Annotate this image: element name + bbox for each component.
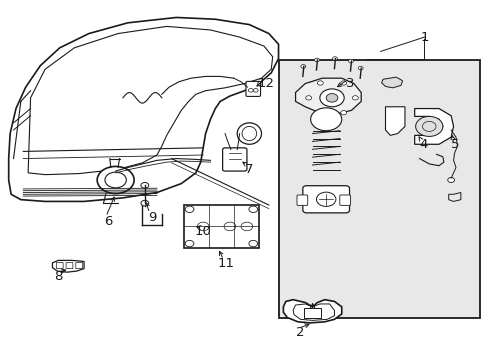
- Text: 11: 11: [217, 257, 234, 270]
- Circle shape: [348, 59, 353, 63]
- Circle shape: [317, 81, 323, 85]
- Circle shape: [248, 240, 257, 247]
- Text: 4: 4: [418, 138, 427, 151]
- FancyBboxPatch shape: [222, 148, 246, 171]
- Text: 7: 7: [244, 163, 253, 176]
- Circle shape: [314, 58, 319, 62]
- Text: 10: 10: [194, 225, 211, 238]
- Text: 2: 2: [296, 327, 304, 339]
- Polygon shape: [283, 300, 341, 323]
- Text: 9: 9: [148, 211, 156, 224]
- Polygon shape: [385, 107, 404, 135]
- FancyBboxPatch shape: [183, 205, 259, 248]
- FancyBboxPatch shape: [56, 262, 63, 269]
- FancyBboxPatch shape: [302, 186, 349, 213]
- Text: 6: 6: [104, 215, 112, 228]
- Circle shape: [305, 96, 311, 100]
- Circle shape: [358, 66, 363, 70]
- Circle shape: [310, 108, 341, 131]
- FancyBboxPatch shape: [339, 195, 350, 205]
- Text: 8: 8: [55, 270, 63, 283]
- Circle shape: [185, 206, 194, 212]
- Circle shape: [340, 111, 346, 115]
- FancyBboxPatch shape: [278, 60, 479, 318]
- Polygon shape: [52, 260, 84, 272]
- Circle shape: [319, 89, 344, 107]
- Text: 5: 5: [450, 138, 459, 151]
- Polygon shape: [381, 77, 402, 88]
- Polygon shape: [295, 78, 361, 114]
- Circle shape: [97, 166, 134, 194]
- Polygon shape: [9, 18, 278, 202]
- Circle shape: [141, 183, 148, 188]
- Text: 12: 12: [257, 77, 274, 90]
- FancyBboxPatch shape: [296, 195, 307, 205]
- FancyBboxPatch shape: [303, 308, 321, 318]
- Text: 1: 1: [419, 31, 428, 44]
- Polygon shape: [414, 109, 453, 144]
- Circle shape: [325, 94, 337, 102]
- FancyBboxPatch shape: [245, 81, 260, 96]
- FancyBboxPatch shape: [76, 262, 82, 269]
- Circle shape: [141, 201, 148, 206]
- Circle shape: [340, 81, 346, 85]
- Circle shape: [415, 116, 442, 136]
- Circle shape: [185, 240, 194, 247]
- Circle shape: [332, 57, 337, 60]
- FancyBboxPatch shape: [66, 262, 73, 269]
- Circle shape: [352, 96, 358, 100]
- Circle shape: [317, 111, 323, 115]
- Circle shape: [248, 206, 257, 212]
- Circle shape: [300, 64, 305, 68]
- Circle shape: [447, 177, 454, 183]
- Text: 3: 3: [346, 77, 354, 90]
